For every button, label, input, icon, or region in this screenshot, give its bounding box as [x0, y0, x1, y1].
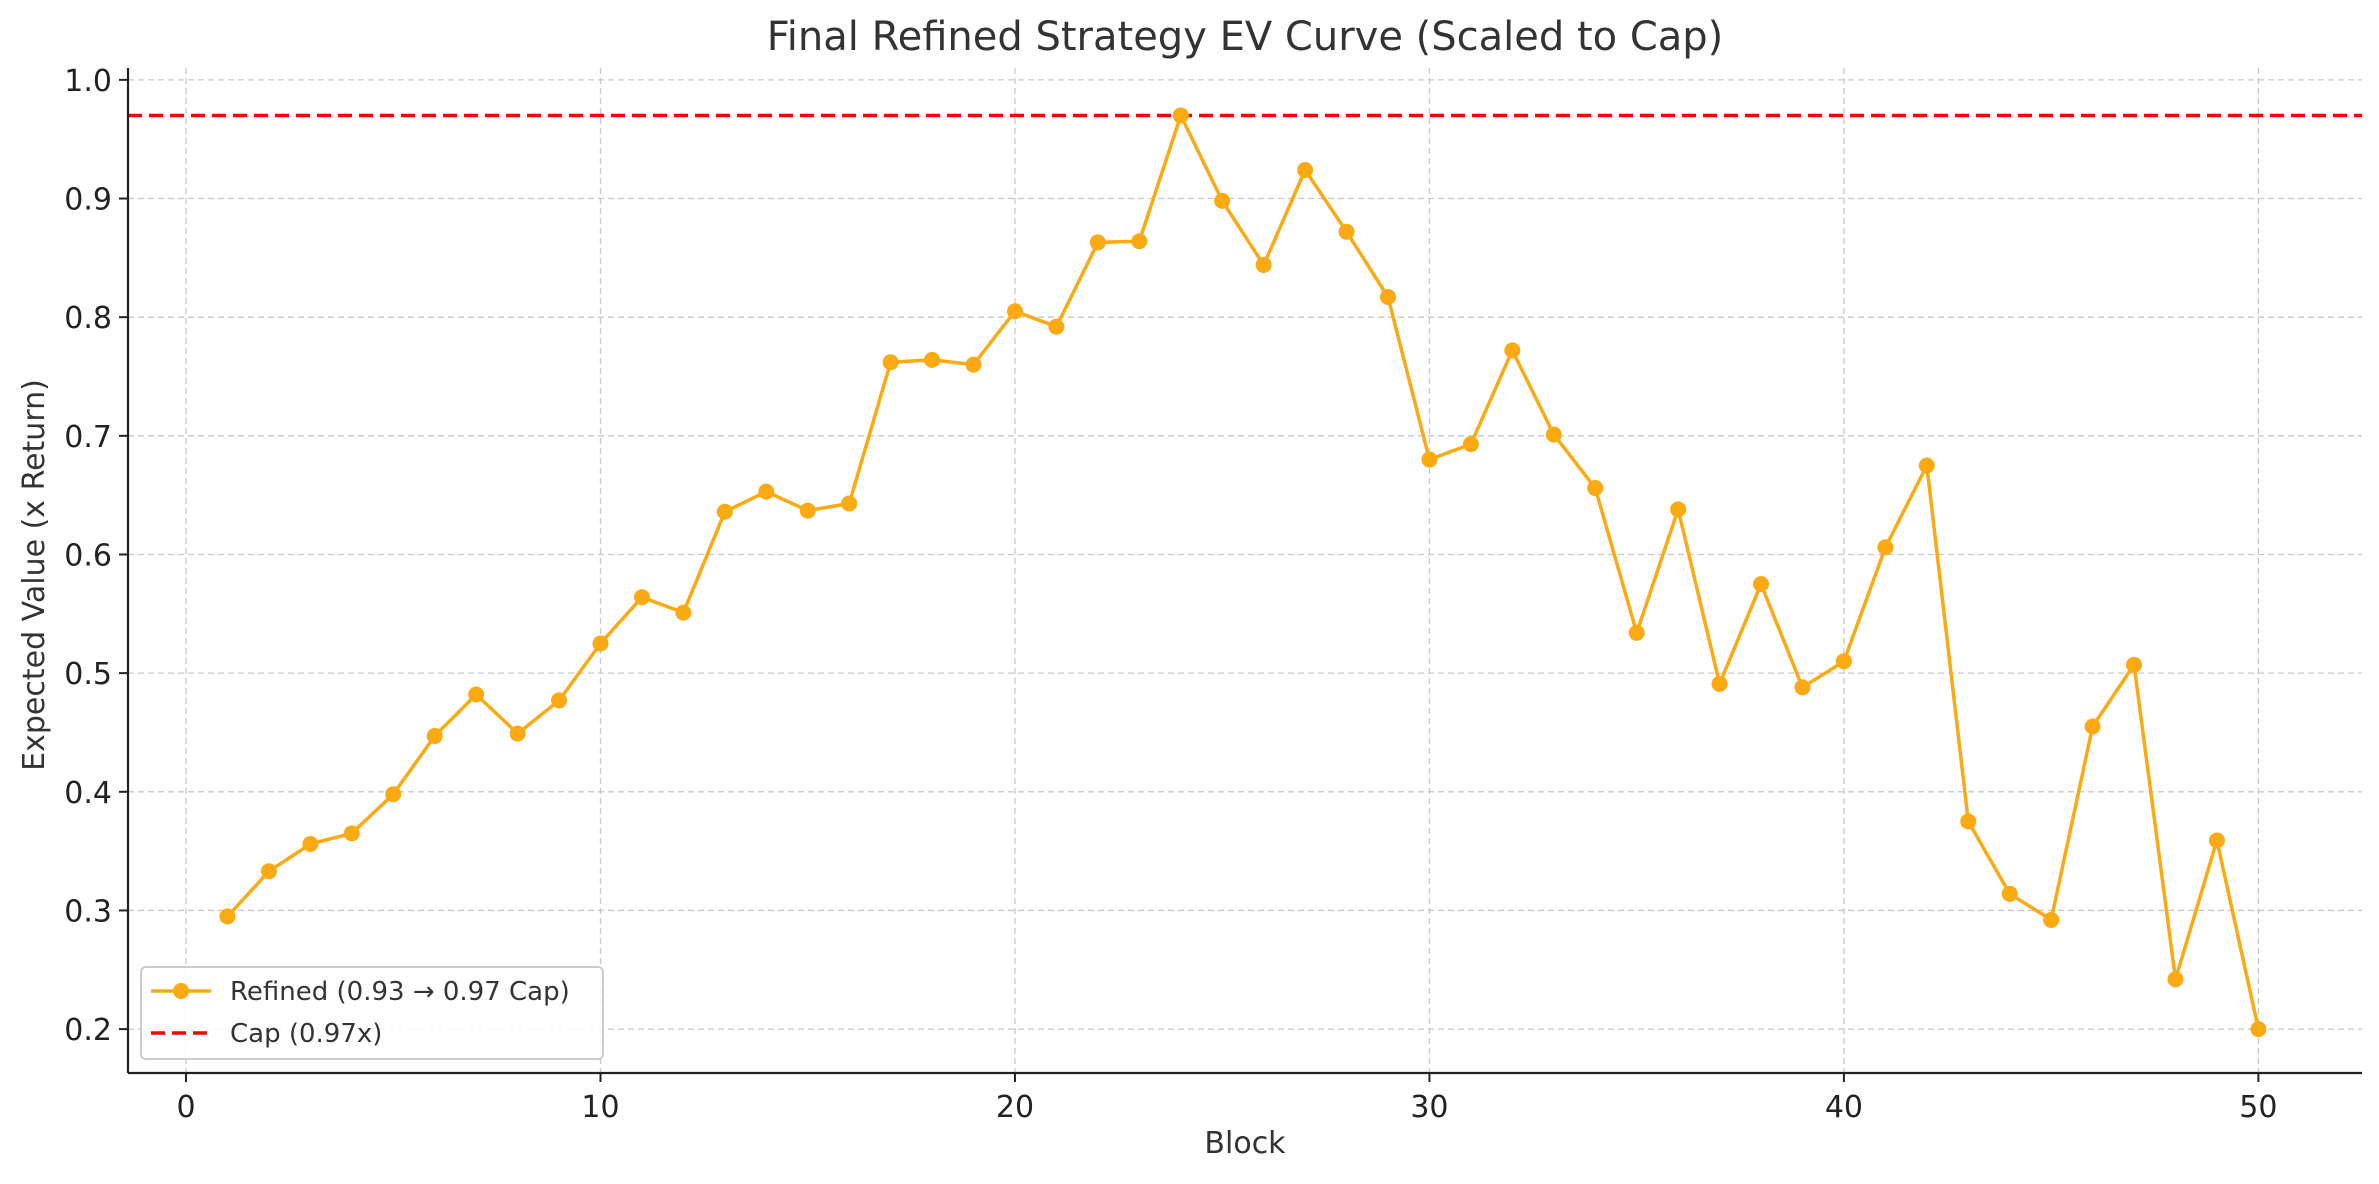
data-point [1338, 223, 1355, 240]
x-axis-label: Block [1204, 1126, 1286, 1161]
data-point [633, 589, 650, 606]
data-point [1214, 192, 1231, 209]
data-point [1504, 342, 1521, 359]
y-tick-label: 0.6 [64, 538, 112, 573]
data-point [551, 692, 568, 709]
x-tick-label: 0 [176, 1090, 195, 1125]
data-point [1255, 256, 1272, 273]
data-point [1835, 653, 1852, 670]
legend-box [140, 966, 604, 1060]
chart-title: Final Refined Strategy EV Curve (Scaled … [767, 14, 1724, 60]
data-point [1877, 539, 1894, 556]
y-tick-label: 0.7 [64, 420, 112, 455]
data-point [2250, 1021, 2267, 1038]
y-axis-label: Expected Value (x Return) [17, 379, 52, 771]
data-point [343, 825, 360, 842]
y-tick-label: 0.3 [64, 894, 112, 929]
data-point [2208, 832, 2225, 849]
data-point [1131, 233, 1148, 250]
data-point [509, 725, 526, 742]
x-tick-label: 40 [1825, 1090, 1863, 1125]
y-tick-label: 1.0 [64, 64, 112, 99]
data-point [219, 908, 236, 925]
y-tick-label: 0.2 [64, 1013, 112, 1048]
data-point [1918, 457, 1935, 474]
x-tick-label: 10 [581, 1090, 619, 1125]
data-point [426, 728, 443, 745]
data-point [1960, 813, 1977, 830]
data-point [468, 686, 485, 703]
data-point [2167, 971, 2184, 988]
data-point [1379, 289, 1396, 306]
y-tick-label: 0.5 [64, 657, 112, 692]
data-point [2001, 885, 2018, 902]
data-point [302, 835, 319, 852]
axes: 0 10 20 30 40 50 0.2 0.3 0.4 0.5 0.6 0.7 0.8 0.9 1.0 [64, 64, 2362, 1125]
data-point [1545, 426, 1562, 443]
data-point [385, 786, 402, 803]
legend-series-marker [173, 983, 189, 999]
legend-series-label: Refined (0.93 → 0.97 Cap) [230, 977, 570, 1007]
data-point [799, 502, 816, 519]
data-point [841, 495, 858, 512]
data-point [592, 635, 609, 652]
data-point [1670, 501, 1687, 518]
data-point [882, 354, 899, 371]
data-point [1297, 162, 1314, 179]
data-point [1711, 675, 1728, 692]
x-tick-label: 50 [2239, 1090, 2277, 1125]
x-tick-label: 20 [996, 1090, 1034, 1125]
data-point [1421, 451, 1438, 468]
data-point [2043, 911, 2060, 928]
series [219, 107, 2267, 1038]
grid [128, 68, 2362, 1073]
data-point [965, 356, 982, 373]
data-point [1089, 234, 1106, 251]
data-point [1794, 679, 1811, 696]
legend-cap-label: Cap (0.97x) [230, 1019, 382, 1049]
data-point [260, 863, 277, 880]
data-point [1462, 436, 1479, 453]
series-line [226, 113, 2261, 1030]
data-point [1048, 318, 1065, 335]
x-tick-label: 30 [1410, 1090, 1448, 1125]
y-tick-label: 0.9 [64, 183, 112, 218]
legend: Refined (0.93 → 0.97 Cap) Cap (0.97x) [140, 966, 604, 1060]
data-point [675, 604, 692, 621]
data-point [1628, 624, 1645, 641]
data-point [1006, 303, 1023, 320]
data-point [758, 483, 775, 500]
data-point [1172, 107, 1189, 124]
data-point [924, 351, 941, 368]
y-tick-label: 0.4 [64, 776, 112, 811]
data-point [1587, 480, 1604, 497]
y-tick-label: 0.8 [64, 301, 112, 336]
data-point [716, 503, 733, 520]
data-point [1753, 576, 1770, 593]
data-point [2126, 656, 2143, 673]
data-point [2084, 718, 2101, 735]
